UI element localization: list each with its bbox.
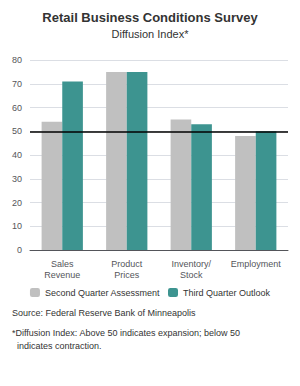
svg-text:Second Quarter Assessment: Second Quarter Assessment: [45, 288, 160, 298]
svg-text:Prices: Prices: [114, 270, 140, 280]
svg-text:70: 70: [12, 79, 22, 89]
svg-text:Revenue: Revenue: [44, 270, 80, 280]
svg-text:Employment: Employment: [231, 259, 282, 269]
svg-text:Sales: Sales: [51, 259, 74, 269]
svg-text:10: 10: [12, 221, 22, 231]
svg-text:40: 40: [12, 150, 22, 160]
svg-text:Retail Business Conditions Sur: Retail Business Conditions Survey: [42, 10, 258, 25]
svg-text:Source: Federal Reserve Bank o: Source: Federal Reserve Bank of Minneapo…: [12, 308, 196, 318]
svg-text:indicates contraction.: indicates contraction.: [12, 341, 102, 351]
svg-text:Inventory/: Inventory/: [171, 259, 211, 269]
svg-text:20: 20: [12, 198, 22, 208]
svg-text:*Diffusion Index: Above 50 ind: *Diffusion Index: Above 50 indicates exp…: [12, 328, 240, 338]
svg-text:Stock: Stock: [180, 270, 203, 280]
svg-text:80: 80: [12, 55, 22, 65]
svg-text:0: 0: [17, 245, 22, 255]
svg-text:30: 30: [12, 174, 22, 184]
svg-text:Third Quarter Outlook: Third Quarter Outlook: [183, 288, 271, 298]
svg-text:50: 50: [12, 126, 22, 136]
svg-text:Product: Product: [111, 259, 143, 269]
svg-text:60: 60: [12, 103, 22, 113]
svg-text:Diffusion Index*: Diffusion Index*: [112, 28, 190, 40]
